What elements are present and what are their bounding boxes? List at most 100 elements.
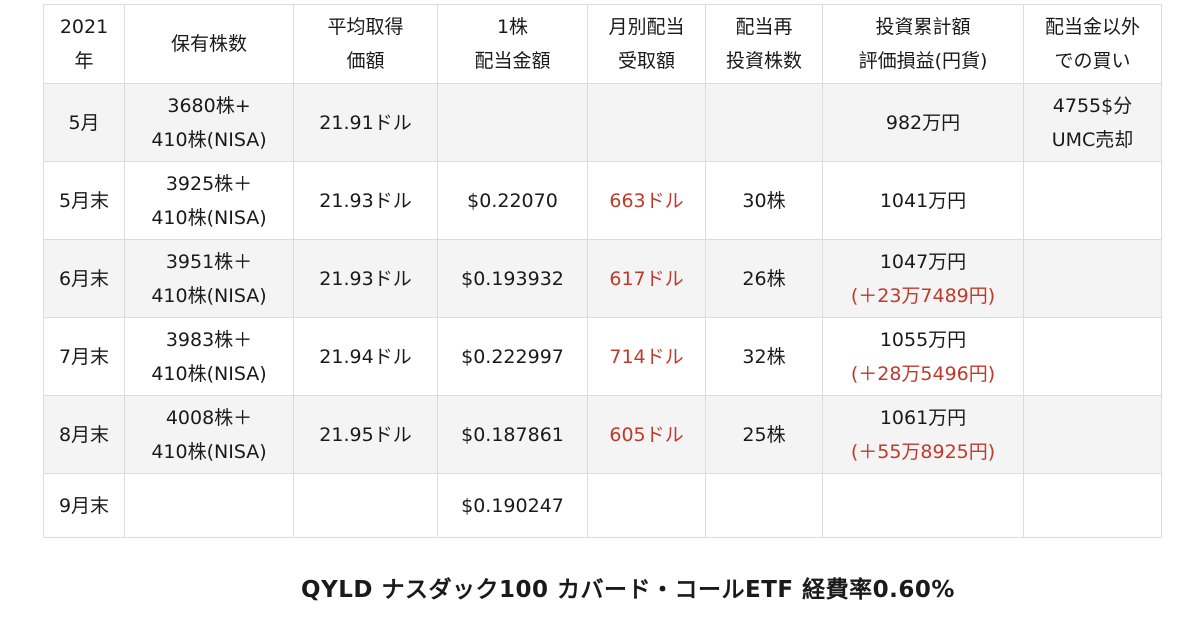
header-cumulative-line2: 評価損益(円貨) [858, 50, 988, 72]
cell-other-buy [1023, 473, 1162, 538]
cell-monthly-div: 714ドル [587, 317, 706, 396]
cell-avg-price: 21.95ドル [293, 395, 438, 474]
cell-cumulative: 1055万円 (＋28万5496円) [822, 317, 1024, 396]
cell-other-buy [1023, 239, 1162, 318]
cell-month: 6月末 [43, 239, 125, 318]
cell-avg-price: 21.91ドル [293, 83, 438, 162]
cell-monthly-div: 663ドル [587, 161, 706, 240]
shares-line1: 3951株＋ [165, 250, 253, 273]
cell-month: 8月末 [43, 395, 125, 474]
header-shares-label: 保有株数 [170, 33, 247, 55]
cell-avg-price: 21.94ドル [293, 317, 438, 396]
header-cumulative-line1: 投資累計額 [875, 16, 971, 38]
cell-shares [124, 473, 294, 538]
cell-cumulative: 982万円 [822, 83, 1024, 162]
cell-month: 9月末 [43, 473, 125, 538]
cell-reinvest [705, 473, 823, 538]
cumulative-value: 982万円 [885, 111, 961, 134]
cell-cumulative: 1061万円 (＋55万8925円) [822, 395, 1024, 474]
table-row: 5月末 3925株＋ 410株(NISA) 21.93ドル $0.22070 66… [43, 161, 1162, 240]
header-year: 2021 年 [43, 4, 125, 84]
shares-line2: 410株(NISA) [151, 440, 267, 463]
table-caption: QYLD ナスダック100 カバード・コールETF 経費率0.60% [301, 577, 955, 603]
cell-monthly-div [587, 473, 706, 538]
cell-reinvest: 30株 [705, 161, 823, 240]
shares-line2: 410株(NISA) [151, 362, 267, 385]
cell-other-buy: 4755$分 UMC売却 [1023, 83, 1162, 162]
cell-reinvest [705, 83, 823, 162]
header-div-line2: 配当金額 [474, 50, 551, 72]
header-cumulative: 投資累計額評価損益(円貨) [822, 4, 1024, 84]
header-monthly-line1: 月別配当 [608, 16, 685, 38]
header-avg-price-line2: 価額 [346, 50, 385, 72]
cell-cumulative: 1047万円 (＋23万7489円) [822, 239, 1024, 318]
shares-line1: 4008株＋ [165, 406, 253, 429]
cell-avg-price [293, 473, 438, 538]
cell-shares: 3925株＋ 410株(NISA) [124, 161, 294, 240]
cell-other-buy [1023, 161, 1162, 240]
cell-monthly-div: 617ドル [587, 239, 706, 318]
header-other-line1: 配当金以外 [1044, 16, 1140, 38]
cell-div-per-share: $0.187861 [437, 395, 588, 474]
header-monthly-div: 月別配当 受取額 [587, 4, 706, 84]
header-year-line1: 2021 [59, 16, 109, 38]
other-buy-line2: UMC売却 [1051, 128, 1134, 151]
cell-month: 5月 [43, 83, 125, 162]
header-other-line2: での買い [1054, 50, 1131, 72]
gain-value: (＋28万5496円) [850, 362, 996, 385]
cell-monthly-div [587, 83, 706, 162]
header-avg-price: 平均取得 価額 [293, 4, 438, 84]
cumulative-value: 1041万円 [879, 189, 967, 212]
cell-reinvest: 26株 [705, 239, 823, 318]
cell-avg-price: 21.93ドル [293, 161, 438, 240]
cumulative-value: 1055万円 [879, 328, 967, 351]
cell-avg-price: 21.93ドル [293, 239, 438, 318]
shares-line2: 410株(NISA) [151, 206, 267, 229]
cell-monthly-div: 605ドル [587, 395, 706, 474]
table-row: 8月末 4008株＋ 410株(NISA) 21.95ドル $0.187861 6… [43, 395, 1162, 474]
table-row: 6月末 3951株＋ 410株(NISA) 21.93ドル $0.193932 6… [43, 239, 1162, 318]
cell-reinvest: 25株 [705, 395, 823, 474]
header-monthly-line2: 受取額 [617, 50, 675, 72]
cell-month: 5月末 [43, 161, 125, 240]
cell-shares: 3951株＋ 410株(NISA) [124, 239, 294, 318]
shares-line2: 410株(NISA) [151, 284, 267, 307]
header-avg-price-line1: 平均取得 [327, 16, 404, 38]
header-div-per-share: 1株配当金額 [437, 4, 588, 84]
header-reinvest-line1: 配当再 [735, 16, 793, 38]
shares-line1: 3680株+ [167, 94, 251, 117]
cumulative-value: 1047万円 [879, 250, 967, 273]
cumulative-value: 1061万円 [879, 406, 967, 429]
cell-month: 7月末 [43, 317, 125, 396]
cell-div-per-share: $0.193932 [437, 239, 588, 318]
cell-cumulative [822, 473, 1024, 538]
cell-shares: 3680株+ 410株(NISA) [124, 83, 294, 162]
gain-value: (＋23万7489円) [850, 284, 996, 307]
header-row: 2021 年 保有株数 平均取得価額 1株配当金額 月別配当受取額 配当再投資株数… [43, 4, 1162, 84]
shares-line1: 3925株＋ [165, 172, 253, 195]
table-row: 7月末 3983株＋ 410株(NISA) 21.94ドル $0.222997 7… [43, 317, 1162, 396]
cell-other-buy [1023, 395, 1162, 474]
cell-reinvest: 32株 [705, 317, 823, 396]
cell-cumulative: 1041万円 [822, 161, 1024, 240]
cell-div-per-share: $0.22070 [437, 161, 588, 240]
dividend-table: 2021 年 保有株数 平均取得価額 1株配当金額 月別配当受取額 配当再投資株数… [43, 4, 1162, 538]
shares-line1: 3983株＋ [165, 328, 253, 351]
header-reinvest: 配当再 投資株数 [705, 4, 823, 84]
cell-div-per-share: $0.222997 [437, 317, 588, 396]
table-row: 9月末 $0.190247 [43, 473, 1162, 538]
gain-value: (＋55万8925円) [850, 440, 996, 463]
header-other-buy: 配当金以外 での買い [1023, 4, 1162, 84]
header-reinvest-line2: 投資株数 [725, 50, 802, 72]
cell-div-per-share [437, 83, 588, 162]
cell-div-per-share: $0.190247 [437, 473, 588, 538]
shares-line2: 410株(NISA) [151, 128, 267, 151]
cell-other-buy [1023, 317, 1162, 396]
other-buy-line1: 4755$分 [1052, 94, 1133, 117]
header-year-line2: 年 [74, 50, 94, 72]
header-shares: 保有株数 [124, 4, 294, 84]
cell-shares: 3983株＋ 410株(NISA) [124, 317, 294, 396]
header-div-line1: 1株 [496, 16, 529, 38]
cell-shares: 4008株＋ 410株(NISA) [124, 395, 294, 474]
